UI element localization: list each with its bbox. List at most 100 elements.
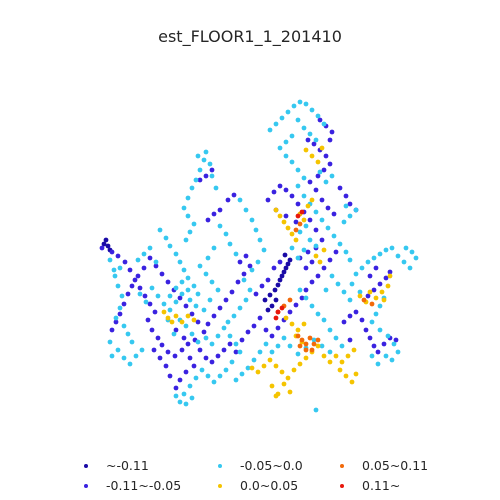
data-point [267, 127, 273, 133]
data-point [367, 273, 373, 279]
data-point [317, 117, 323, 123]
data-point [181, 335, 187, 341]
data-point [283, 265, 289, 271]
data-point [321, 121, 327, 127]
data-point [369, 319, 375, 325]
data-point [295, 351, 301, 357]
data-point [195, 153, 201, 159]
legend-label: 0.11~ [362, 478, 401, 493]
data-point [231, 313, 237, 319]
data-point [295, 255, 301, 261]
data-point [387, 273, 393, 279]
data-point [277, 183, 283, 189]
data-point [152, 309, 158, 315]
data-point [343, 193, 349, 199]
data-point [167, 307, 173, 313]
data-point [315, 343, 321, 349]
data-point [147, 245, 153, 251]
data-point [287, 297, 293, 303]
data-point [261, 247, 267, 253]
data-point [201, 307, 207, 313]
data-point [241, 277, 247, 283]
data-point [181, 391, 187, 397]
legend-marker [218, 484, 222, 488]
data-point [187, 229, 193, 235]
data-point [367, 335, 373, 341]
data-point [389, 357, 395, 363]
data-point [313, 209, 319, 215]
data-point [221, 325, 227, 331]
data-point [313, 187, 319, 193]
data-point [165, 349, 171, 355]
data-point [401, 259, 407, 265]
scatter-plot [99, 99, 419, 413]
data-point [103, 237, 109, 243]
data-point [273, 207, 279, 213]
data-point [345, 353, 351, 359]
data-point [267, 357, 273, 363]
data-point [407, 265, 413, 271]
data-point [177, 399, 183, 405]
data-point [339, 343, 345, 349]
data-point [249, 267, 255, 273]
data-point [309, 153, 315, 159]
data-point [209, 341, 215, 347]
data-point [197, 177, 203, 183]
data-point [315, 337, 321, 343]
data-point [303, 355, 309, 361]
data-point [311, 341, 317, 347]
data-point [335, 281, 341, 287]
data-point [287, 309, 293, 315]
data-point [279, 369, 285, 375]
data-point [179, 279, 185, 285]
data-point [305, 203, 311, 209]
data-point [179, 291, 185, 297]
data-point [119, 293, 125, 299]
data-point [271, 265, 277, 271]
data-point [327, 327, 333, 333]
data-point [251, 323, 257, 329]
legend-marker [84, 484, 88, 488]
data-point [243, 253, 249, 259]
data-point [319, 237, 325, 243]
data-point [163, 235, 169, 241]
data-point [129, 339, 135, 345]
data-point [201, 157, 207, 163]
data-point [261, 363, 267, 369]
data-point [207, 161, 213, 167]
data-point [245, 329, 251, 335]
data-point [273, 315, 279, 321]
data-point [315, 113, 321, 119]
data-point [303, 287, 309, 293]
data-point [383, 275, 389, 281]
data-point [373, 295, 379, 301]
data-point [347, 201, 353, 207]
data-point [211, 245, 217, 251]
data-point [187, 297, 193, 303]
data-point [117, 305, 123, 311]
data-point [373, 311, 379, 317]
series-4 [275, 221, 375, 353]
legend-marker [84, 464, 88, 468]
data-point [343, 249, 349, 255]
data-point [177, 377, 183, 383]
data-point [121, 301, 127, 307]
data-point [393, 337, 399, 343]
data-point [287, 343, 293, 349]
data-point [237, 197, 243, 203]
data-point [165, 279, 171, 285]
data-point [331, 211, 337, 217]
data-point [185, 341, 191, 347]
data-point [223, 231, 229, 237]
data-point [321, 167, 327, 173]
data-point [295, 117, 301, 123]
data-point [273, 297, 279, 303]
data-point [357, 293, 363, 299]
data-point [257, 349, 263, 355]
data-point [209, 359, 215, 365]
data-point [277, 145, 283, 151]
data-point [301, 125, 307, 131]
data-point [217, 207, 223, 213]
data-point [99, 245, 105, 251]
data-point [303, 147, 309, 153]
